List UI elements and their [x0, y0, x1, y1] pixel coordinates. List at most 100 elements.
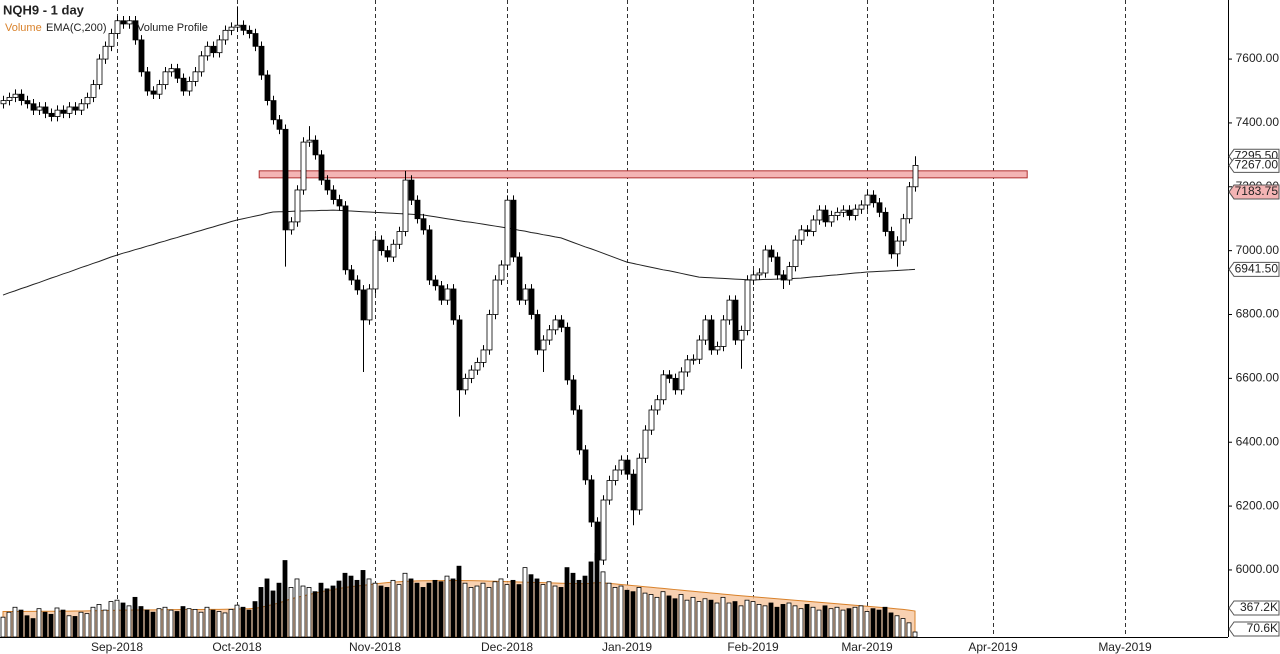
candle-body	[690, 358, 697, 361]
volume-bar	[282, 560, 288, 638]
marker-label: 7183.75	[1235, 184, 1279, 198]
y-tick-label: 6200.00	[1236, 498, 1280, 512]
volume-bar	[534, 578, 540, 638]
candle-body	[630, 473, 637, 511]
legend-volume: Volume	[5, 22, 42, 34]
candle-body	[624, 459, 631, 475]
volume-bar	[612, 587, 618, 638]
candle-body	[210, 45, 217, 54]
candle-body	[60, 109, 67, 114]
candle-body	[258, 45, 265, 76]
volume-bar	[840, 609, 846, 638]
volume-bar	[420, 587, 426, 638]
candle-body	[702, 319, 709, 341]
volume-bar	[378, 585, 384, 638]
candle-body	[780, 274, 787, 281]
volume-bar	[768, 602, 774, 638]
volume-bar	[438, 581, 444, 638]
candle-body	[438, 285, 445, 301]
volume-bar	[492, 581, 498, 638]
legend-volume-profile: Volume Profile	[137, 22, 208, 34]
volume-bar	[294, 578, 300, 638]
candle-body	[312, 139, 319, 156]
volume-bar	[18, 609, 24, 638]
candle-body	[138, 39, 145, 73]
volume-bar	[120, 602, 126, 638]
volume-bar	[60, 609, 66, 638]
volume-bar	[222, 612, 228, 638]
volume-bar	[780, 604, 786, 638]
volume-bar	[240, 606, 246, 638]
candle-body	[186, 81, 193, 92]
candle-body	[498, 264, 505, 281]
volume-bar	[30, 618, 36, 638]
volume-bar	[132, 596, 138, 638]
volume-bar	[798, 608, 804, 638]
volume-bar	[666, 595, 672, 638]
marker-label: 7267.00	[1235, 158, 1279, 172]
volume-bar	[750, 601, 756, 638]
candle-body	[384, 250, 391, 258]
volume-bar	[738, 605, 744, 638]
chart-title: NQH9 - 1 day	[3, 2, 85, 17]
candle-body	[240, 24, 247, 31]
volume-bar	[90, 606, 96, 638]
volume-bar	[480, 582, 486, 638]
candle-body	[552, 319, 559, 331]
marker-box	[1228, 621, 1280, 637]
y-tick-label: 7000.00	[1236, 243, 1280, 257]
candle-body	[180, 77, 187, 92]
candle-body	[834, 211, 841, 216]
volume-bar	[78, 611, 84, 638]
candle-body	[24, 100, 31, 105]
candle-body	[30, 103, 37, 111]
volume-bar	[372, 582, 378, 638]
volume-bar	[228, 608, 234, 638]
volume-bar	[456, 565, 462, 638]
volume-bar	[462, 582, 468, 638]
volume-bar	[468, 587, 474, 638]
candle-body	[162, 71, 169, 86]
volume-bar	[606, 582, 612, 638]
marker-box	[1228, 600, 1280, 616]
volume-bar	[912, 631, 918, 638]
resistance-zone	[258, 170, 1028, 179]
ema-line	[2, 209, 916, 296]
candle-body	[894, 240, 901, 255]
candle-body	[462, 377, 469, 391]
volume-bar	[714, 602, 720, 638]
candle-body	[546, 329, 553, 341]
candle-body	[336, 199, 343, 207]
volume-bar	[618, 585, 624, 638]
candle-body	[768, 249, 775, 258]
x-tick-label: Nov-2018	[349, 640, 401, 654]
volume-bar	[366, 578, 372, 638]
candle-body	[798, 229, 805, 241]
volume-bar	[702, 598, 708, 638]
volume-bar	[258, 587, 264, 638]
volume-bar	[204, 606, 210, 638]
candle-body	[414, 199, 421, 220]
candle-body	[522, 288, 529, 301]
candle-body	[456, 319, 463, 391]
candle-body	[432, 279, 439, 287]
candle-body	[54, 109, 61, 117]
volume-bar	[774, 606, 780, 638]
x-tick-label: Apr-2019	[968, 640, 1018, 654]
candle-body	[696, 339, 703, 360]
volume-bar	[186, 608, 192, 638]
volume-bar	[708, 599, 714, 638]
candle-body	[18, 93, 25, 101]
volume-bar	[354, 579, 360, 638]
candle-body	[228, 26, 235, 31]
candle-body	[216, 39, 223, 54]
candle-body	[636, 457, 643, 511]
candle-body	[570, 379, 577, 411]
volume-bar	[900, 618, 906, 638]
candle-body	[360, 289, 367, 321]
candle-body	[12, 93, 19, 98]
candle-body	[672, 377, 679, 391]
volume-bar	[42, 611, 48, 638]
volume-bar	[600, 571, 606, 638]
volume-bar	[168, 609, 174, 638]
